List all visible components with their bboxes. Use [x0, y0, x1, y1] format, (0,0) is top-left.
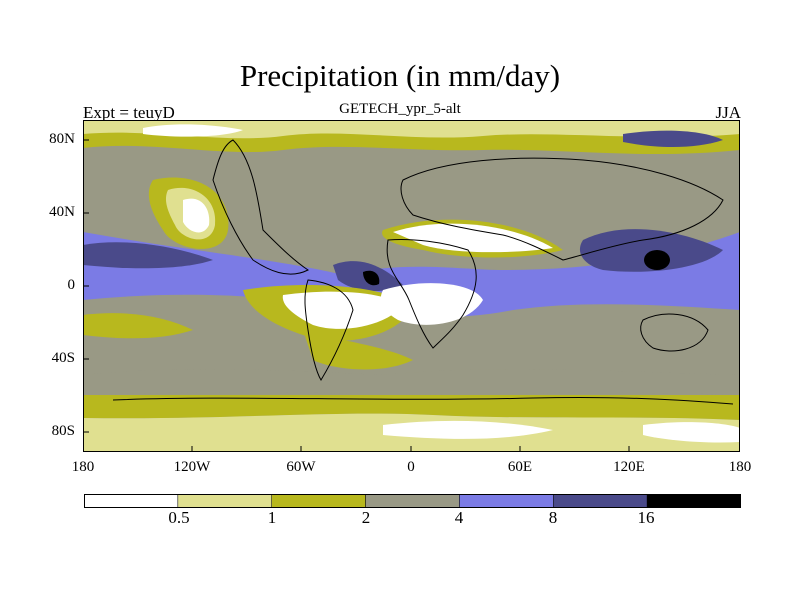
antarctic-dry-patch	[383, 420, 553, 439]
colorbar	[84, 494, 741, 508]
south-pacific-moderate-band	[83, 313, 193, 339]
south-atlantic-band	[303, 330, 413, 370]
arctic-wet-patch	[623, 130, 723, 147]
colorbar-label-1: 1	[267, 508, 277, 527]
y-tick-40n: 40N	[49, 204, 75, 220]
map-title: Precipitation (in mm/day)	[239, 58, 561, 93]
colorbar-cell	[271, 494, 366, 508]
coastlines	[112, 139, 734, 405]
y-tick-0: 0	[67, 277, 76, 293]
colorbar-frame	[84, 494, 741, 508]
equatorial-atlantic-peak	[363, 270, 380, 286]
experiment-label: Expt = teuyD	[83, 103, 175, 122]
y-tick-80n: 80N	[49, 131, 75, 147]
southern-ocean-band	[83, 369, 740, 395]
antarctica-coast	[112, 396, 734, 405]
north-africa-dry-zone	[393, 223, 553, 253]
colorbar-label-4: 4	[454, 508, 464, 527]
precipitation-map	[83, 120, 740, 452]
colorbar-cell	[365, 494, 460, 508]
x-tick-180-east: 180	[728, 459, 752, 475]
antarctic-coast-band	[83, 395, 740, 420]
colorbar-label-2: 2	[361, 508, 371, 527]
axis-ticks	[83, 139, 630, 452]
colorbar-label-16: 16	[637, 508, 655, 527]
australia-coast	[640, 313, 709, 352]
x-tick-60w: 60W	[286, 459, 316, 475]
x-tick-60e: 60E	[507, 459, 533, 475]
colorbar-label-8: 8	[548, 508, 558, 527]
south-america-coast	[304, 279, 354, 381]
eastern-pacific-heavy-rain	[83, 242, 213, 269]
eurasia-coast	[400, 157, 724, 261]
antarctic-dry-patch-east	[643, 422, 740, 443]
western-pacific-peak	[644, 250, 670, 270]
season-label: JJA	[715, 103, 741, 122]
colorbar-cell	[84, 494, 179, 508]
x-tick-120e: 120E	[613, 459, 645, 475]
y-tick-80s: 80S	[51, 423, 75, 439]
arctic-light-band	[83, 120, 740, 139]
north-america-coast	[212, 139, 309, 275]
south-america-dry-zone	[282, 291, 403, 329]
colorbar-cell	[177, 494, 272, 508]
colorbar-cell	[646, 494, 741, 508]
map-subtitle: GETECH_ypr_5-alt	[339, 101, 461, 117]
western-pacific-heavy-rain	[579, 229, 723, 272]
colorbar-label-0-5: 0.5	[168, 508, 190, 527]
x-tick-180-west: 180	[71, 459, 95, 475]
africa-coast	[386, 239, 477, 349]
x-tick-0: 0	[407, 459, 415, 475]
arctic-dry-patch	[143, 124, 243, 137]
x-tick-120w: 120W	[173, 459, 211, 475]
colorbar-cell	[459, 494, 554, 508]
north-pacific-dry-zone	[183, 198, 210, 233]
y-tick-40s: 40S	[51, 350, 75, 366]
colorbar-cell	[553, 494, 648, 508]
